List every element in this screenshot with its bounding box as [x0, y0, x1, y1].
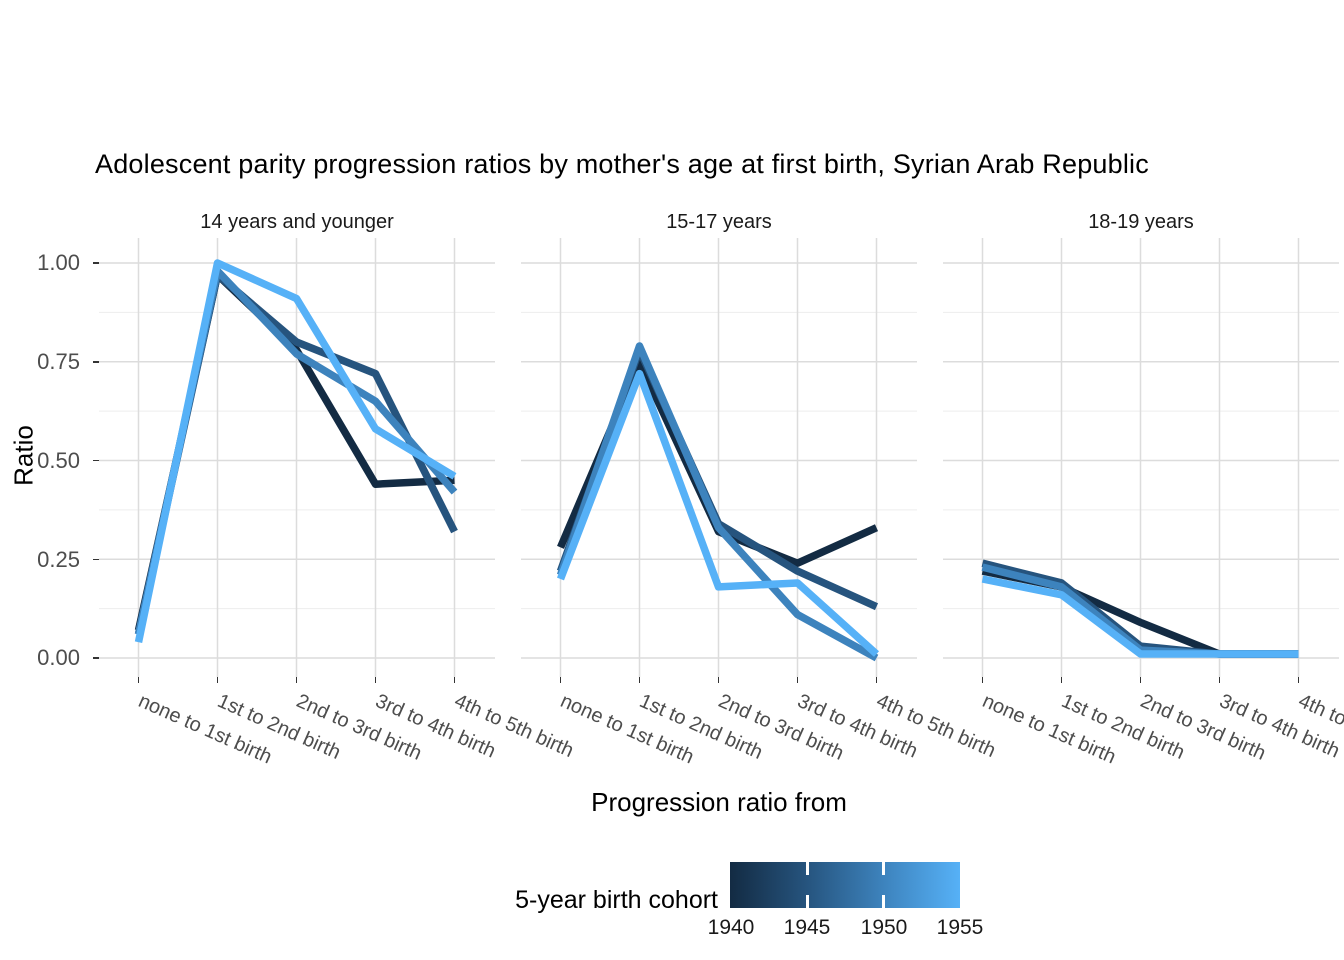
x-axis-tick [1060, 677, 1063, 683]
x-axis-tick [875, 677, 878, 683]
legend-tick-label: 1950 [860, 916, 908, 939]
x-axis-tick [1218, 677, 1221, 683]
facet-strip-label-3: 18-19 years [1088, 211, 1194, 233]
colorbar-tick [882, 895, 886, 908]
y-axis-tick [93, 361, 99, 363]
x-axis-tick [559, 677, 562, 683]
x-tick-label: none to 1st birth [556, 690, 697, 769]
facet-panel-2 [521, 238, 917, 677]
x-axis-tick [796, 677, 799, 683]
x-axis-tick [453, 677, 456, 683]
x-axis-title: Progression ratio from [591, 787, 847, 817]
legend-colorbar [730, 862, 960, 908]
x-axis-tick [1297, 677, 1300, 683]
y-tick-label: 0.25 [37, 547, 80, 572]
x-axis-tick [1139, 677, 1142, 683]
x-axis-tick [216, 677, 219, 683]
facet-strip-label-1: 14 years and younger [200, 211, 394, 233]
y-axis-tick [93, 459, 99, 462]
colorbar-tick [882, 862, 886, 875]
line-cohort-1955 [981, 575, 1299, 658]
legend-tick-label: 1955 [936, 916, 984, 939]
legend-tick-label: 1945 [783, 916, 831, 939]
line-cohort-1950 [556, 342, 879, 662]
x-axis-tick [638, 677, 641, 683]
y-tick-label: 0.00 [37, 645, 80, 670]
line-cohort-1955 [556, 369, 880, 657]
x-axis-tick [981, 677, 984, 683]
x-axis-tick [717, 677, 720, 683]
y-tick-label: 0.75 [37, 349, 80, 374]
x-axis-tick [374, 677, 377, 683]
legend-title: 5-year birth cohort [515, 886, 718, 914]
facet-strip-label-2: 15-17 years [666, 211, 772, 233]
legend-tick-label: 1940 [707, 916, 755, 939]
x-tick-label: none to 1st birth [134, 690, 275, 769]
y-axis-tick [93, 262, 99, 264]
facet-panel-1 [99, 238, 495, 677]
y-axis-tick [93, 657, 99, 659]
y-axis-tick [93, 558, 99, 560]
line-cohort-1955 [134, 259, 457, 643]
x-tick-label: none to 1st birth [978, 690, 1119, 769]
y-tick-label: 1.00 [37, 250, 80, 275]
chart-title: Adolescent parity progression ratios by … [95, 149, 1149, 179]
y-tick-label: 0.50 [37, 448, 80, 473]
x-axis-tick [137, 677, 140, 683]
x-axis-tick [295, 677, 298, 683]
colorbar-tick [805, 895, 809, 908]
facet-panel-3 [943, 238, 1339, 677]
colorbar-tick [805, 862, 809, 875]
